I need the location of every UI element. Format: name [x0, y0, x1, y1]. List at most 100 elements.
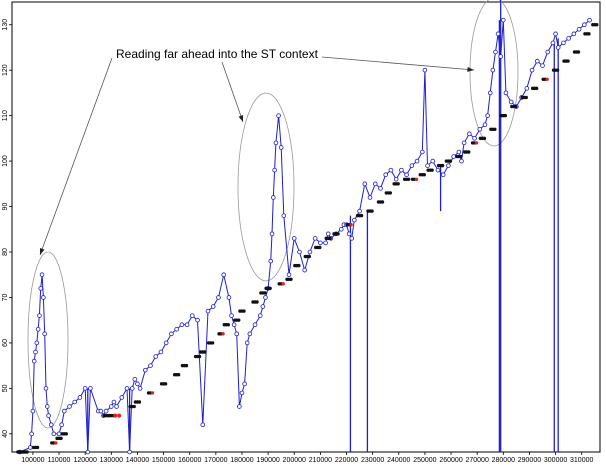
x-tick-label: 240000 — [387, 457, 410, 464]
lookahead-point — [409, 163, 415, 168]
lookahead-point — [260, 304, 266, 309]
sequential-point — [226, 323, 230, 327]
sequential-point — [163, 382, 168, 386]
lookahead-point — [273, 140, 279, 146]
lookahead-point — [257, 313, 263, 318]
highlight-point — [117, 413, 122, 418]
lookahead-point — [467, 131, 472, 137]
sequential-point — [406, 177, 411, 181]
sequential-point — [467, 150, 471, 154]
sequential-point — [555, 68, 560, 72]
lookahead-point — [247, 331, 253, 337]
x-tick-label: 190000 — [256, 457, 279, 464]
lookahead-point — [456, 149, 462, 155]
lookahead-point — [576, 26, 582, 32]
sequential-point — [524, 95, 528, 100]
x-tick-label: 210000 — [309, 457, 332, 464]
lookahead-point — [137, 386, 143, 391]
lookahead-point — [82, 386, 88, 391]
lookahead-point — [425, 163, 430, 168]
sequential-point — [297, 263, 301, 268]
sequential-point — [459, 154, 463, 159]
sequential-point — [370, 209, 374, 213]
lookahead-point — [42, 331, 47, 337]
lookahead-line — [19, 19, 590, 453]
sequential-point — [176, 373, 181, 377]
lookahead-point — [312, 236, 318, 241]
lookahead-point — [231, 322, 237, 328]
y-tick-label: 80 — [2, 248, 9, 256]
lookahead-point — [226, 295, 232, 300]
lookahead-point — [419, 149, 425, 155]
x-tick-label: 220000 — [335, 457, 358, 464]
annotation-arrow-line — [39, 57, 113, 256]
lookahead-point — [41, 295, 46, 300]
plot-border — [11, 1, 601, 453]
highlight-ellipse — [27, 251, 69, 429]
lookahead-point — [352, 217, 357, 223]
lookahead-point — [153, 354, 159, 359]
lookahead-point — [237, 404, 242, 409]
lookahead-point — [459, 158, 464, 164]
lookahead-point — [493, 49, 498, 55]
lookahead-point — [571, 31, 577, 37]
y-tick-label: 40 — [2, 430, 9, 438]
sequential-point — [474, 141, 479, 145]
lookahead-point — [127, 449, 132, 455]
x-tick-label: 230000 — [361, 457, 384, 464]
y-tick-label: 70 — [2, 293, 9, 301]
lookahead-point — [582, 22, 587, 28]
x-tick-label: 290000 — [518, 457, 541, 464]
lookahead-point — [37, 313, 42, 318]
sequential-point — [263, 291, 267, 295]
lookahead-point — [195, 317, 200, 323]
lookahead-point — [346, 231, 352, 237]
sequential-point — [255, 300, 259, 304]
sequential-point — [396, 182, 400, 186]
sequential-point — [440, 163, 445, 168]
sequential-point — [54, 441, 58, 445]
lookahead-point — [61, 408, 67, 414]
lookahead-point — [338, 226, 344, 232]
lookahead-point — [529, 67, 535, 73]
lookahead-point — [85, 449, 91, 455]
lookahead-point — [540, 63, 545, 68]
lookahead-point — [229, 313, 234, 318]
x-tick-label: 280000 — [492, 457, 515, 464]
sequential-point — [503, 113, 508, 118]
lookahead-point — [495, 31, 501, 37]
lookahead-point — [393, 176, 399, 182]
lookahead-point — [190, 313, 195, 318]
lookahead-point — [524, 86, 530, 91]
lookahead-point — [271, 195, 276, 200]
sequential-point — [307, 254, 312, 259]
lookahead-point — [404, 172, 409, 178]
x-tick-label: 310000 — [570, 457, 593, 464]
lookahead-point — [323, 240, 328, 246]
lookahead-point — [422, 67, 428, 73]
lookahead-point — [587, 17, 592, 23]
lookahead-point — [77, 395, 83, 400]
lookahead-point — [414, 158, 420, 164]
sequential-point — [493, 127, 497, 131]
x-tick-label: 170000 — [204, 457, 227, 464]
sequential-point — [25, 450, 29, 454]
lookahead-point — [142, 367, 148, 373]
sequential-point — [221, 332, 225, 336]
lookahead-point — [33, 349, 38, 355]
x-tick-label: 120000 — [73, 457, 96, 464]
x-tick-label: 200000 — [283, 457, 306, 464]
sequential-point — [359, 213, 364, 218]
lookahead-point — [119, 395, 125, 400]
lookahead-point — [43, 386, 49, 391]
lookahead-point — [163, 340, 169, 346]
lookahead-point — [501, 17, 506, 23]
lookahead-point — [34, 340, 40, 346]
x-tick-label: 250000 — [413, 457, 436, 464]
lookahead-point — [269, 231, 275, 237]
lookahead-point — [59, 422, 64, 428]
y-tick-label: 90 — [2, 203, 9, 211]
sequential-point — [210, 341, 215, 345]
